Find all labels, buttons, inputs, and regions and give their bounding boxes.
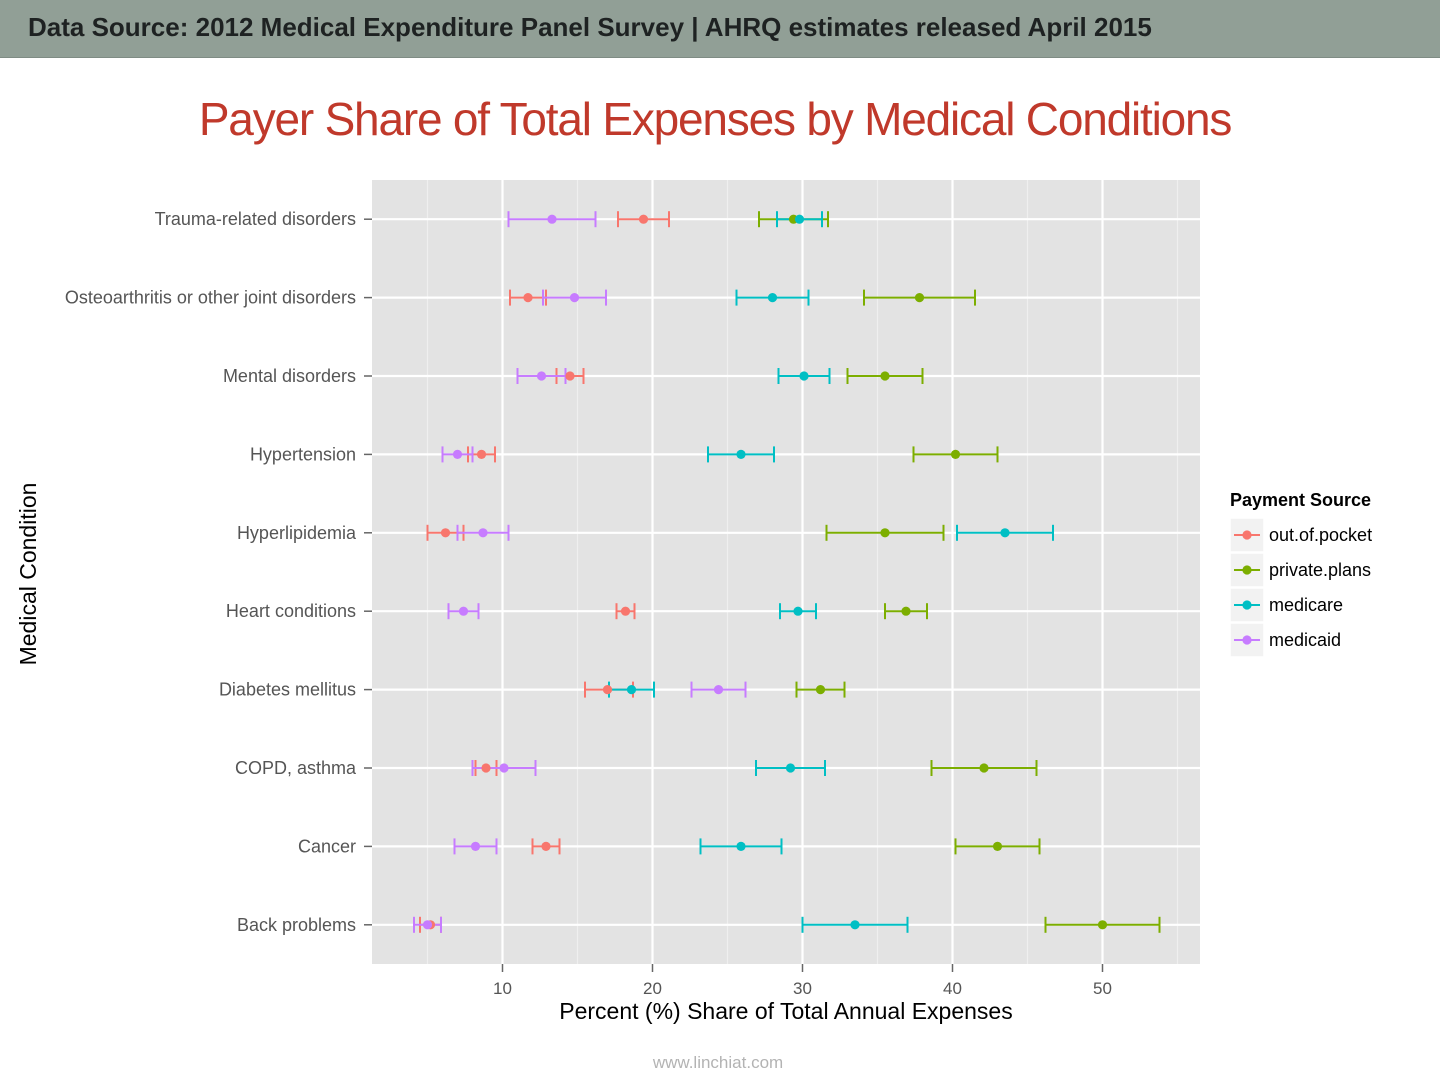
- point-private.plans: [979, 763, 989, 773]
- x-axis-title: Percent (%) Share of Total Annual Expens…: [559, 998, 1012, 1024]
- point-medicare: [799, 371, 809, 381]
- point-private.plans: [1097, 920, 1108, 930]
- point-medicare: [767, 293, 778, 303]
- point-medicaid: [470, 841, 481, 852]
- legend-label: out.of.pocket: [1269, 525, 1372, 545]
- x-tick-label: 50: [1093, 979, 1112, 998]
- point-private.plans: [914, 293, 925, 303]
- legend-key-point: [1242, 635, 1252, 645]
- legend-label: medicare: [1269, 595, 1343, 615]
- chart-title: Payer Share of Total Expenses by Medical…: [198, 93, 1233, 145]
- y-tick-label: COPD, asthma: [235, 758, 357, 778]
- point-out.of.pocket: [523, 293, 533, 303]
- point-medicaid: [499, 763, 509, 773]
- x-tick-label: 30: [793, 979, 812, 998]
- point-out.of.pocket: [620, 606, 631, 616]
- y-tick-label: Trauma-related disorders: [155, 209, 356, 229]
- point-medicaid: [458, 606, 469, 616]
- point-medicaid: [547, 214, 557, 224]
- point-medicare: [794, 214, 805, 224]
- point-medicaid: [452, 449, 463, 459]
- point-medicaid: [713, 685, 724, 695]
- point-medicare: [626, 685, 637, 695]
- legend-key-point: [1242, 530, 1252, 540]
- legend-key-point: [1242, 600, 1252, 610]
- y-tick-label: Mental disorders: [223, 366, 356, 386]
- point-private.plans: [880, 371, 890, 381]
- y-axis-title: Medical Condition: [15, 483, 41, 666]
- point-private.plans: [901, 606, 911, 616]
- point-private.plans: [880, 528, 890, 538]
- y-tick-label: Cancer: [298, 836, 356, 856]
- point-out.of.pocket: [565, 371, 575, 381]
- y-tick-label: Hypertension: [250, 444, 356, 464]
- point-out.of.pocket: [602, 685, 613, 695]
- y-tick-label: Hyperlipidemia: [237, 523, 357, 543]
- legend-title: Payment Source: [1230, 490, 1371, 510]
- x-tick-label: 10: [493, 979, 512, 998]
- point-medicaid: [536, 371, 547, 381]
- point-out.of.pocket: [638, 214, 649, 224]
- point-private.plans: [815, 685, 826, 695]
- point-medicare: [736, 841, 746, 852]
- y-tick-label: Back problems: [237, 915, 356, 935]
- point-medicaid: [569, 293, 580, 303]
- point-out.of.pocket: [476, 449, 487, 459]
- point-private.plans: [992, 841, 1003, 852]
- point-medicaid: [422, 920, 433, 930]
- point-medicare: [736, 449, 746, 459]
- plot-panel: [372, 180, 1200, 964]
- point-out.of.pocket: [481, 763, 491, 773]
- point-medicare: [1000, 528, 1010, 538]
- y-tick-label: Diabetes mellitus: [219, 680, 356, 700]
- x-tick-label: 40: [943, 979, 962, 998]
- data-source-text: Data Source: 2012 Medical Expenditure Pa…: [28, 12, 1152, 42]
- y-tick-label: Osteoarthritis or other joint disorders: [65, 288, 356, 308]
- point-medicare: [785, 763, 796, 773]
- y-tick-label: Heart conditions: [226, 601, 356, 621]
- point-out.of.pocket: [440, 528, 451, 538]
- data-source-banner: Data Source: 2012 Medical Expenditure Pa…: [0, 0, 1440, 58]
- point-medicare: [850, 920, 860, 930]
- x-tick-label: 20: [643, 979, 662, 998]
- legend-label: medicaid: [1269, 630, 1341, 650]
- point-medicaid: [478, 528, 488, 538]
- footer-credit: www.linchiat.com: [652, 1053, 784, 1072]
- point-out.of.pocket: [541, 841, 551, 852]
- point-private.plans: [950, 449, 961, 459]
- legend-key-point: [1242, 565, 1252, 575]
- legend-label: private.plans: [1269, 560, 1371, 580]
- point-medicare: [793, 606, 803, 616]
